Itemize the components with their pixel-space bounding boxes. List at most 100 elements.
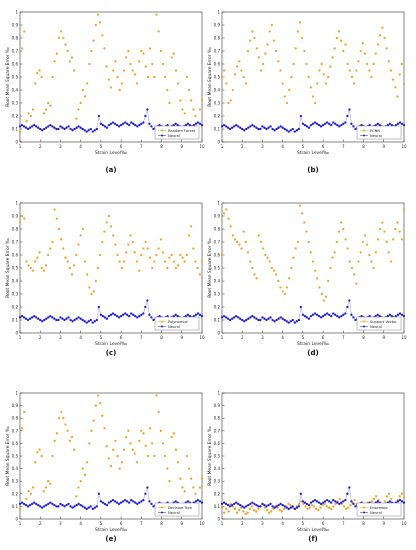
data-point-polynomial: [53, 208, 56, 211]
data-point-neural: [247, 317, 250, 320]
data-point-polynomial: [79, 234, 82, 237]
data-point-neural: [402, 501, 406, 504]
data-point-neural: [166, 123, 169, 127]
data-point-neural: [81, 318, 84, 322]
data-point-neural: [230, 503, 234, 507]
data-point-decision-tree: [86, 461, 89, 464]
data-point-neural: [263, 503, 266, 507]
data-point-neural: [319, 125, 323, 128]
data-point-neural: [73, 318, 76, 322]
data-point-random-forest: [112, 69, 115, 72]
data-point-fcnn: [303, 49, 306, 53]
data-point-neural: [293, 507, 296, 511]
data-point-fcnn: [236, 65, 239, 68]
data-point-neural: [317, 123, 321, 127]
data-point-neural: [101, 314, 105, 318]
data-point-random-forest: [38, 69, 41, 72]
data-point-neural: [192, 123, 196, 127]
data-point-random-forest: [96, 13, 100, 16]
data-point-neural: [273, 506, 276, 509]
chart-panel-f: 0 0.1 0.2 0.3 0.4 0.5 0.6 0.7 0.8 0.9 1 1 2 3 4 5 6 7 8 9 10…: [207, 391, 407, 544]
data-point-ensemble: [390, 497, 393, 500]
y-tick-label: 0.5: [214, 454, 221, 459]
data-point-decision-tree: [129, 442, 132, 445]
data-point-neural: [51, 125, 54, 128]
data-point-neural: [400, 313, 404, 316]
y-tick-label: 0: [15, 140, 18, 145]
data-point-neural: [226, 126, 230, 129]
data-point-neural: [198, 500, 202, 503]
data-point-decision-tree: [79, 480, 82, 483]
data-point-neural: [390, 314, 394, 318]
data-point-fcnn: [262, 62, 265, 66]
data-point-neural: [97, 492, 101, 495]
legend-swatch-marker: [363, 506, 365, 509]
data-point-neural: [265, 505, 268, 508]
data-point-neural: [101, 123, 105, 127]
data-point-random-forest: [177, 82, 180, 85]
plot-frame: [19, 11, 203, 143]
data-point-decision-tree: [21, 427, 24, 430]
data-point-decision-tree: [99, 401, 102, 405]
data-point-polynomial: [200, 260, 204, 263]
data-point-neural: [115, 501, 119, 504]
data-point-random-forest: [153, 75, 156, 79]
data-point-fcnn: [257, 56, 260, 59]
data-point-neural: [275, 127, 278, 131]
data-point-fcnn: [275, 49, 278, 53]
data-point-decision-tree: [83, 473, 87, 477]
data-point-support-vector: [268, 260, 271, 263]
data-point-decision-tree: [157, 410, 160, 414]
data-point-neural: [144, 492, 147, 495]
data-point-random-forest: [34, 82, 37, 85]
data-point-neural: [241, 318, 244, 322]
legend-swatch-marker: [161, 134, 163, 137]
data-point-neural: [63, 318, 66, 322]
data-point-decision-tree: [57, 417, 61, 420]
data-point-support-vector: [322, 299, 325, 302]
plot-frame: [19, 392, 203, 520]
data-point-neural: [222, 501, 226, 504]
data-point-neural: [85, 507, 88, 511]
data-point-decision-tree: [64, 423, 67, 426]
data-point-neural: [305, 502, 309, 506]
data-point-fcnn: [370, 75, 373, 79]
data-point-neural: [119, 501, 123, 504]
data-point-neural: [336, 123, 339, 127]
data-point-random-forest: [133, 73, 136, 76]
x-tick-label: 7: [342, 144, 345, 149]
data-point-neural: [20, 123, 24, 127]
data-point-neural: [24, 317, 28, 320]
data-point-neural: [124, 498, 127, 502]
data-point-ensemble: [319, 506, 322, 509]
data-point-fcnn: [322, 73, 325, 76]
data-point-ensemble: [321, 503, 324, 507]
y-tick-label: 1: [217, 10, 220, 15]
chart-panel-b: 0 0.1 0.2 0.3 0.4 0.5 0.6 0.7 0.8 0.9 1 1 2 3 4 5 6 7 8 9 10…: [207, 10, 407, 175]
data-point-neural: [93, 506, 96, 509]
data-point-neural: [390, 123, 394, 127]
y-axis-label: Root Mean Square Error ‰: [5, 238, 11, 298]
data-point-random-forest: [68, 60, 71, 63]
data-point-support-vector: [244, 240, 247, 244]
data-point-neural: [37, 126, 40, 129]
x-tick-label: 3: [261, 335, 264, 340]
data-point-neural: [269, 502, 272, 506]
data-point-ensemble: [308, 506, 311, 509]
data-point-support-vector: [292, 256, 295, 259]
data-point-neural: [340, 314, 343, 318]
data-point-neural: [97, 305, 101, 309]
data-point-neural: [174, 313, 177, 316]
data-point-ensemble: [255, 510, 258, 513]
y-tick-label: 0.2: [214, 305, 221, 310]
data-point-neural: [334, 313, 337, 316]
data-point-support-vector: [270, 266, 273, 270]
x-tick-label: 9: [383, 335, 386, 340]
data-point-decision-tree: [42, 490, 45, 493]
data-point-random-forest: [29, 114, 32, 118]
data-point-neural: [243, 506, 246, 509]
data-point-decision-tree: [179, 477, 182, 480]
data-point-neural: [119, 314, 123, 318]
data-point-decision-tree: [40, 454, 43, 458]
x-tick-label: 8: [362, 521, 365, 526]
